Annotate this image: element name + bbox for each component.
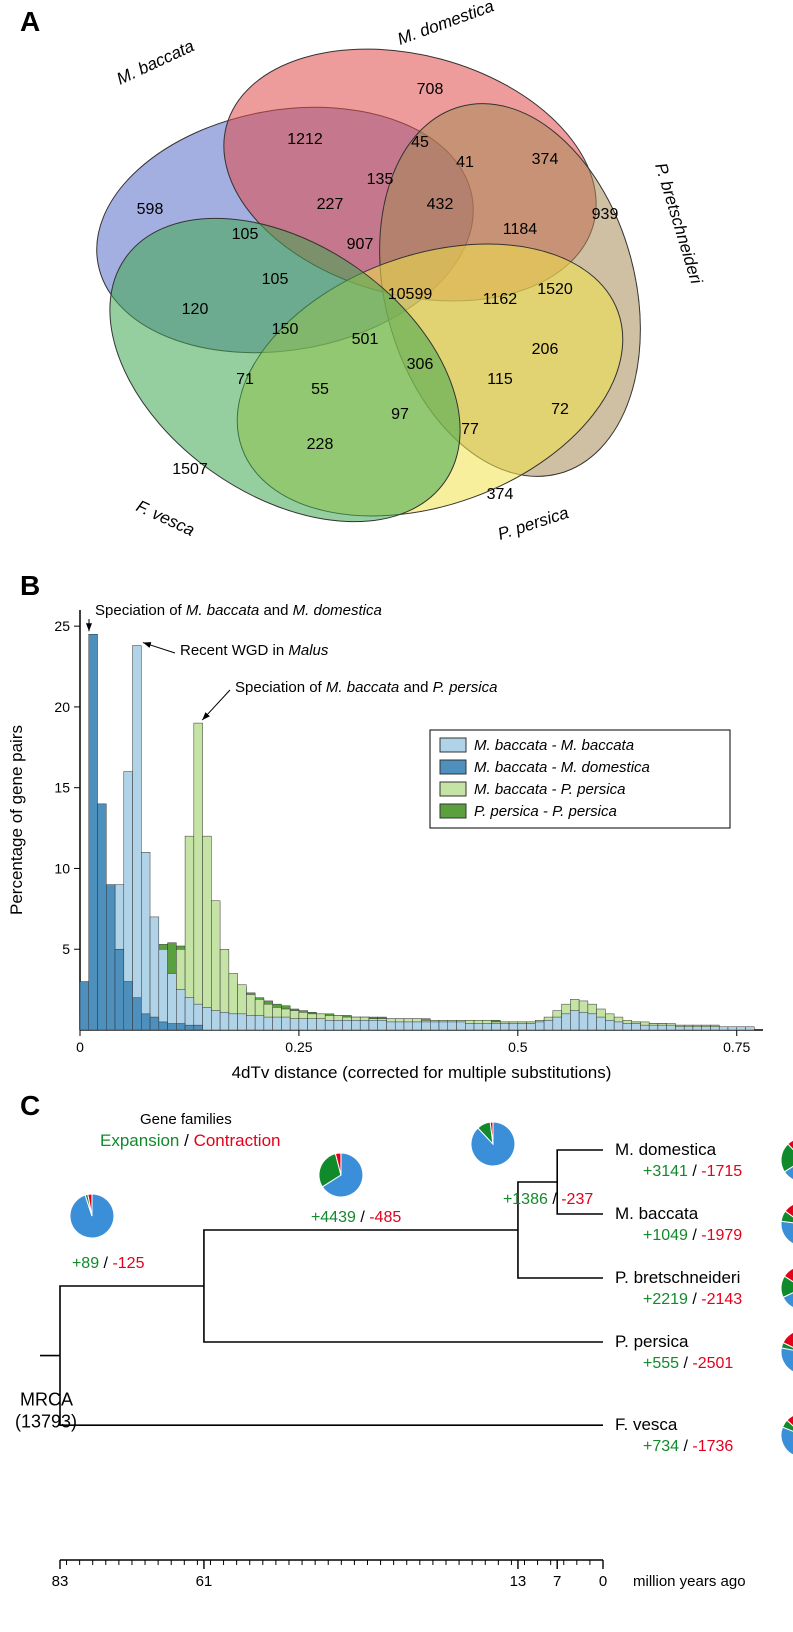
tip-num-3: +555 / -2501 [643,1355,733,1372]
svg-text:907: 907 [347,236,374,253]
tip-4: F. vesca [615,1415,678,1434]
mrca-label: MRCA [20,1390,73,1410]
svg-text:374: 374 [487,486,514,503]
svg-text:0: 0 [76,1039,84,1055]
panelC: C Gene families Expansion / Contraction MR… [0,1090,793,1627]
svg-text:72: 72 [551,401,569,418]
ylabel: Percentage of gene pairs [7,725,26,915]
svg-text:25: 25 [54,618,70,634]
panelA-label: A [20,6,40,38]
anno-spec-baccata-persica: Speciation of M. baccata and P. persica [235,679,497,696]
exp-con-header: Expansion / Contraction [100,1131,281,1150]
svg-text:206: 206 [532,341,559,358]
internal-node-num-2: +1386 / -237 [503,1191,593,1208]
venn-label-mbaccata: M. baccata [114,36,197,88]
svg-text:0: 0 [599,1573,607,1590]
figure-root: A M. baccata M. domestica P. bretschneid… [0,0,793,1627]
venn-svg: M. baccata M. domestica P. bretschneider… [0,0,793,570]
svg-text:598: 598 [137,201,164,218]
xlabel: 4dTv distance (corrected for multiple su… [232,1063,612,1082]
internal-node-num-0: +89 / -125 [72,1255,145,1272]
svg-text:135: 135 [367,171,394,188]
venn-label-ppersica: P. persica [495,503,571,544]
svg-text:61: 61 [196,1573,213,1590]
tip-1: M. baccata [615,1204,699,1223]
legend: M. baccata - M. baccata M. baccata - M. d… [428,730,730,828]
svg-text:120: 120 [182,301,209,318]
venn-label-mdomestica: M. domestica [395,0,496,49]
svg-text:55: 55 [311,381,329,398]
svg-text:77: 77 [461,421,479,438]
svg-text:83: 83 [52,1573,69,1590]
panelA: A M. baccata M. domestica P. bretschneid… [0,0,793,570]
svg-text:228: 228 [307,436,334,453]
svg-text:105: 105 [232,226,259,243]
mrca-count: (13793) [15,1412,77,1432]
panelB-label: B [20,570,40,602]
svg-text:41: 41 [456,154,474,171]
svg-text:939: 939 [592,206,619,223]
svg-text:5: 5 [62,941,70,957]
tip-num-4: +734 / -1736 [643,1438,733,1455]
svg-text:0.75: 0.75 [723,1039,750,1055]
internal-node-num-1: +4439 / -485 [311,1209,401,1226]
svg-text:15: 15 [54,780,70,796]
tip-num-0: +3141 / -1715 [643,1163,742,1180]
tree-svg: Gene families Expansion / Contraction MRCA… [0,1090,793,1627]
svg-text:1162: 1162 [483,291,518,308]
hist-svg: 5 10 15 20 25 0 0.25 0.5 0.75 4dTv distance (corr… [0,570,793,1090]
anno-spec-baccata-domestica: Speciation of M. baccata and M. domestic… [95,602,382,619]
svg-text:501: 501 [352,331,379,348]
svg-text:374: 374 [532,151,559,168]
svg-text:150: 150 [272,321,299,338]
svg-text:227: 227 [317,196,344,213]
svg-text:7: 7 [553,1573,561,1590]
svg-text:105: 105 [262,271,289,288]
venn-label-pbretschneideri: P. bretschneideri [651,161,706,288]
tip-3: P. persica [615,1332,689,1351]
svg-text:P. persica - P. persica: P. persica - P. persica [474,803,617,820]
svg-text:0.5: 0.5 [508,1039,528,1055]
svg-text:97: 97 [391,406,409,423]
svg-text:1507: 1507 [172,461,208,478]
svg-text:45: 45 [411,134,429,151]
svg-text:1184: 1184 [503,221,538,238]
tip-0: M. domestica [615,1140,717,1159]
svg-text:M. baccata - M. baccata: M. baccata - M. baccata [474,737,634,754]
svg-text:M. baccata - M. domestica: M. baccata - M. domestica [474,759,650,776]
tip-2: P. bretschneideri [615,1268,740,1287]
svg-text:0.25: 0.25 [285,1039,312,1055]
venn-label-fvesca: F. vesca [133,496,197,539]
tip-num-1: +1049 / -1979 [643,1227,742,1244]
panelC-label: C [20,1090,40,1122]
tip-num-2: +2219 / -2143 [643,1291,742,1308]
svg-text:10599: 10599 [388,286,433,303]
timeline-unit: million years ago [633,1573,746,1590]
anno-wgd-malus: Recent WGD in Malus [180,642,329,659]
svg-text:13: 13 [510,1573,527,1590]
svg-text:432: 432 [427,196,454,213]
svg-text:1212: 1212 [287,131,323,148]
svg-text:71: 71 [236,371,254,388]
svg-text:1520: 1520 [537,281,573,298]
svg-text:708: 708 [417,81,444,98]
svg-text:20: 20 [54,699,70,715]
panelB: B 5 10 15 20 25 0 0.25 0.5 0.75 4dTv distance (co… [0,570,793,1090]
svg-text:115: 115 [487,371,513,388]
venn-blobs [54,10,680,570]
svg-text:10: 10 [54,860,70,876]
svg-text:306: 306 [407,356,434,373]
gene-families-header: Gene families [140,1111,232,1128]
svg-text:M. baccata - P. persica: M. baccata - P. persica [474,781,625,798]
